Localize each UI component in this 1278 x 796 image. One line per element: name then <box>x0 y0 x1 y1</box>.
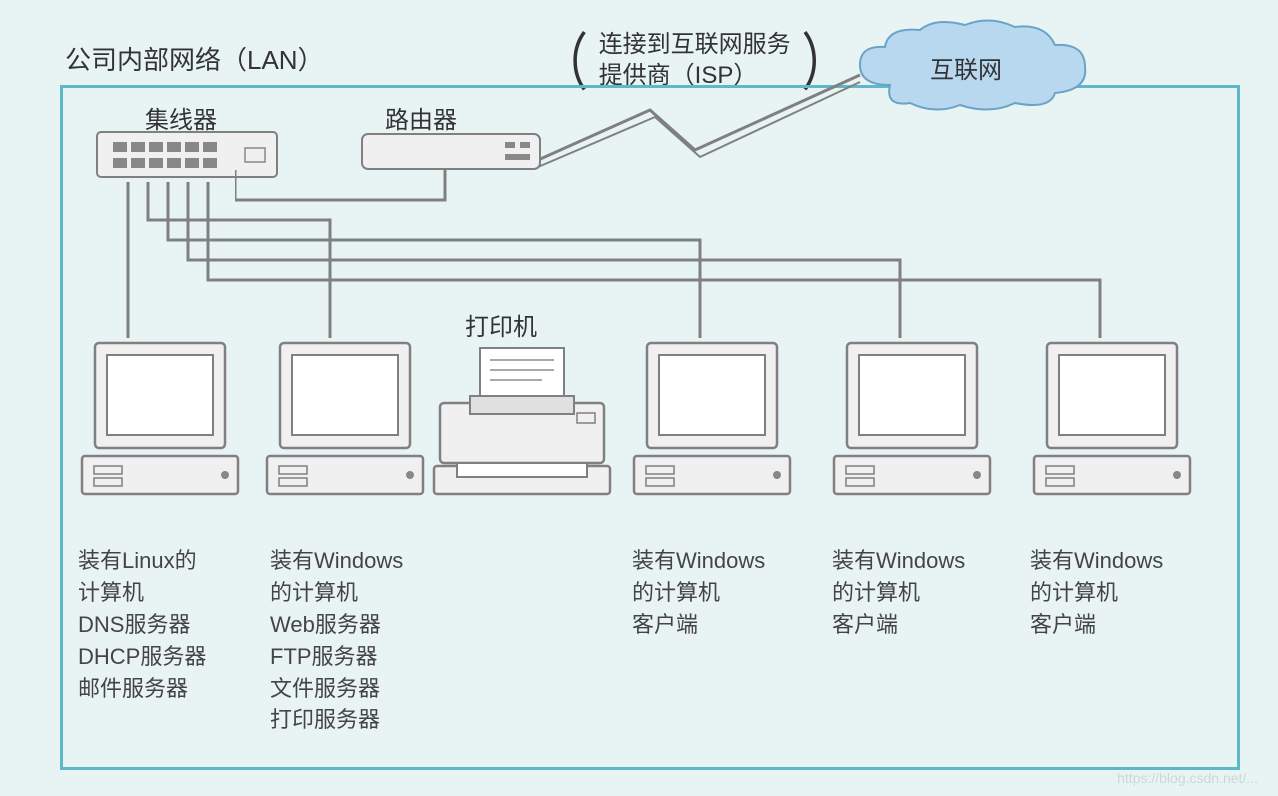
pc3-icon <box>632 338 792 503</box>
pc4-desc: 装有Windows 的计算机 客户端 <box>832 545 965 641</box>
pc1-icon <box>80 338 240 503</box>
pc4-icon <box>832 338 992 503</box>
pc2-icon <box>265 338 425 503</box>
pc2-desc: 装有Windows 的计算机 Web服务器 FTP服务器 文件服务器 打印服务器 <box>270 545 403 736</box>
pc5-icon <box>1032 338 1192 503</box>
printer-icon <box>432 338 612 503</box>
pc3-desc: 装有Windows 的计算机 客户端 <box>632 545 765 641</box>
pc1-desc: 装有Linux的 计算机 DNS服务器 DHCP服务器 邮件服务器 <box>78 545 206 704</box>
pc5-desc: 装有Windows 的计算机 客户端 <box>1030 545 1163 641</box>
watermark: https://blog.csdn.net/... <box>1117 770 1258 786</box>
